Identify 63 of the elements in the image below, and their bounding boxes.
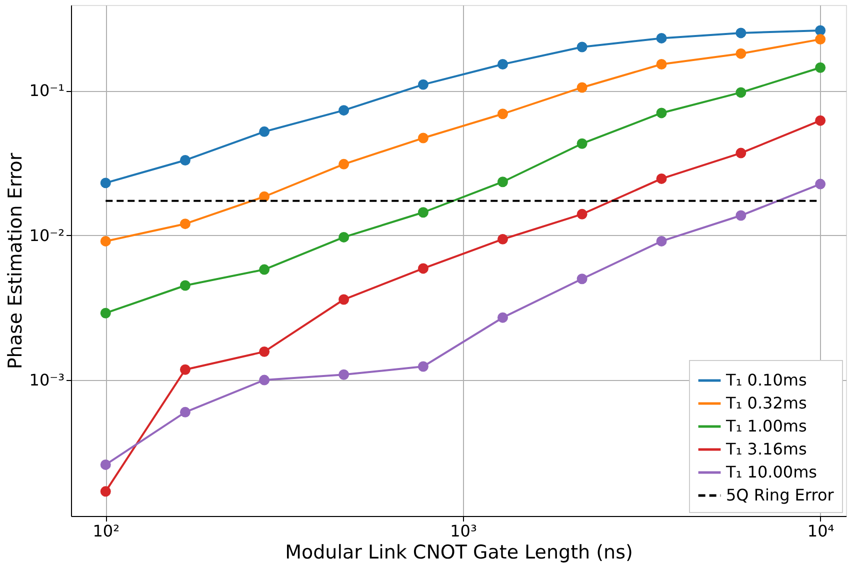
point <box>815 62 826 73</box>
point <box>338 369 350 380</box>
point <box>338 232 350 242</box>
legend-label: T₁ 10.00ms <box>725 462 817 482</box>
point <box>656 173 667 184</box>
point <box>736 148 746 158</box>
point <box>576 208 588 220</box>
point <box>497 59 508 70</box>
point <box>418 361 428 372</box>
y-tick-label: 10⁻¹ <box>29 81 64 100</box>
point <box>736 87 746 98</box>
point <box>100 178 111 188</box>
point <box>815 115 826 126</box>
point <box>576 42 588 52</box>
point <box>418 79 428 90</box>
point <box>576 138 588 149</box>
point <box>180 218 190 230</box>
legend-label: T₁ 0.10ms <box>725 370 807 390</box>
point <box>180 364 190 375</box>
point <box>100 486 111 497</box>
legend-label: 5Q Ring Error <box>726 486 834 504</box>
point <box>576 82 588 93</box>
y-tick-label: 10⁻³ <box>29 370 64 390</box>
point <box>100 459 111 470</box>
point <box>259 374 270 386</box>
point <box>656 32 667 44</box>
point <box>497 176 508 188</box>
point <box>259 264 270 275</box>
point <box>180 280 190 291</box>
point <box>736 48 746 59</box>
x-tick-label: 10⁴ <box>807 522 834 540</box>
point <box>815 34 826 45</box>
point <box>180 406 190 418</box>
point <box>418 132 428 144</box>
x-tick-label: 10³ <box>450 522 477 540</box>
legend-label: T₁ 3.16ms <box>725 440 807 458</box>
x-tick-label: 10² <box>92 522 120 540</box>
point <box>497 312 508 323</box>
point <box>180 155 190 166</box>
point <box>100 308 111 318</box>
point <box>259 346 270 357</box>
point <box>338 294 350 305</box>
y-tick-label: 10⁻² <box>29 226 64 245</box>
point <box>497 234 508 244</box>
legend-label: T₁ 1.00ms <box>725 416 807 436</box>
point <box>815 178 826 190</box>
point <box>736 28 746 38</box>
point <box>100 236 111 246</box>
point <box>418 207 428 218</box>
point <box>338 105 350 116</box>
point <box>259 126 270 137</box>
point <box>497 108 508 120</box>
y-axis-title: Phase Estimation Error <box>4 152 26 370</box>
point <box>656 59 667 70</box>
x-axis-title: Modular Link CNOT Gate Length (ns) <box>285 542 633 564</box>
legend-label: T₁ 0.32ms <box>725 394 807 412</box>
point <box>815 25 826 36</box>
point <box>656 108 667 118</box>
point <box>656 236 667 246</box>
point <box>418 263 428 274</box>
point <box>576 274 588 284</box>
point <box>736 210 746 221</box>
point <box>338 158 350 170</box>
